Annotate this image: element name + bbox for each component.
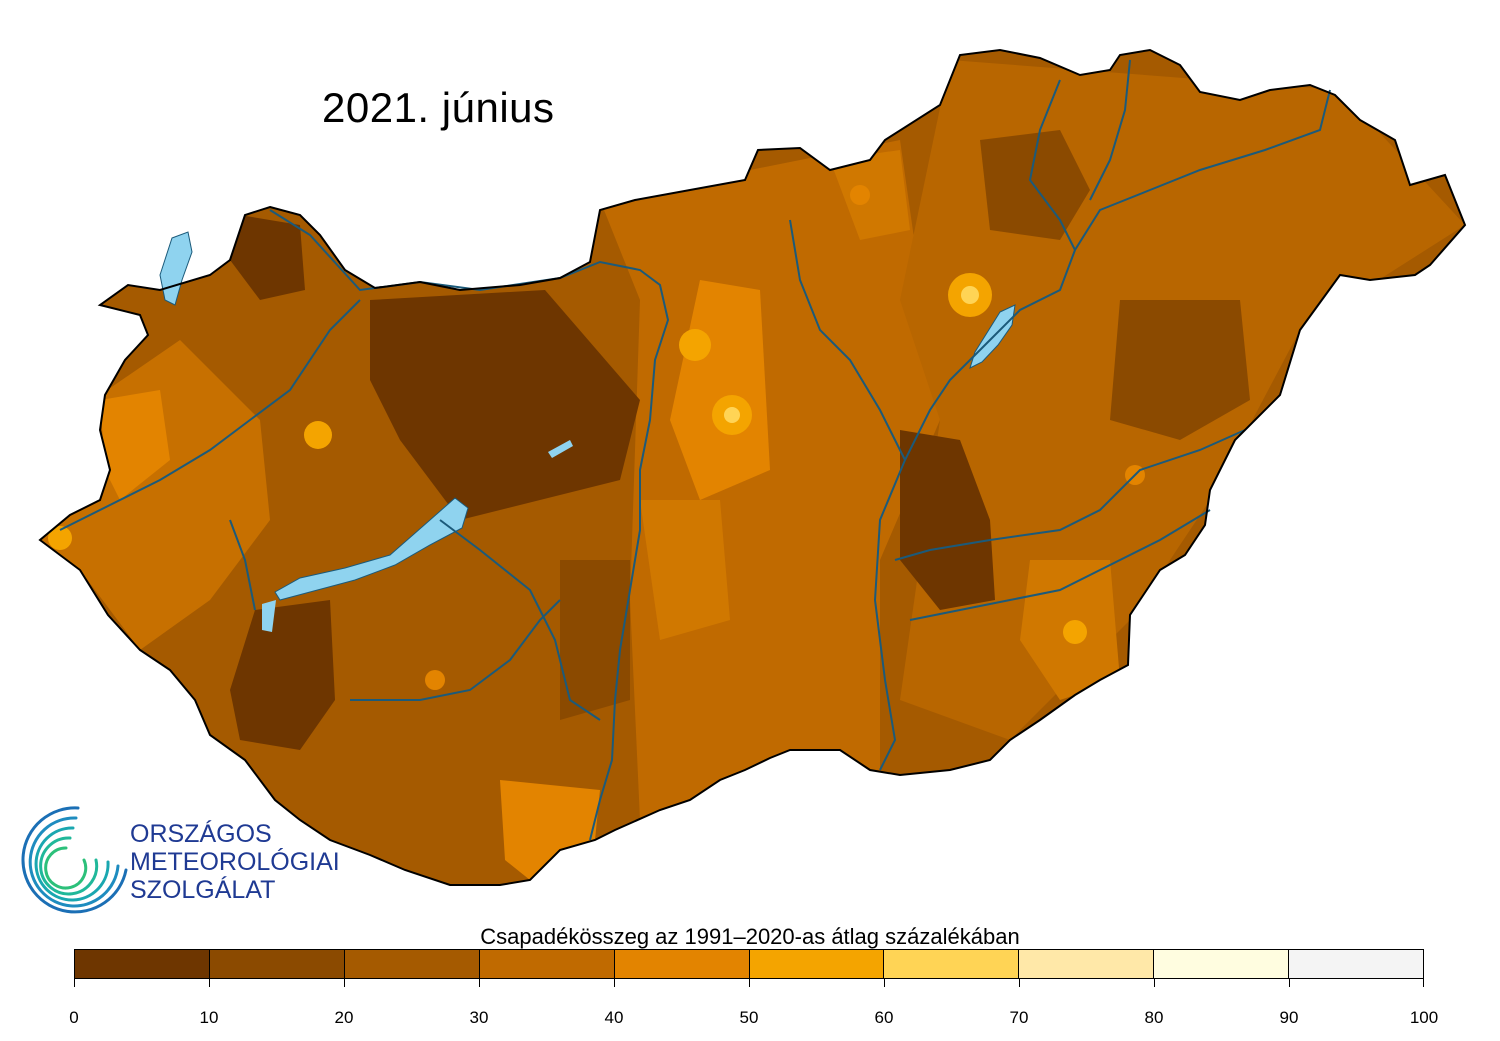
legend-tick-mark (749, 979, 750, 987)
logo-line-2: METEOROLÓGIAI (130, 848, 340, 876)
legend-swatch (748, 950, 884, 978)
legend-tick-label: 80 (1144, 1008, 1164, 1027)
legend-tick-mark (1289, 979, 1290, 987)
river-hernad (1089, 59, 1131, 201)
legend-color-bar (74, 949, 1424, 979)
logo-text: ORSZÁGOS METEOROLÓGIAI SZOLGÁLAT (130, 820, 340, 904)
logo-line-3: SZOLGÁLAT (130, 876, 276, 904)
legend-tick-label: 0 (69, 1008, 79, 1027)
legend-ticks (74, 979, 1424, 989)
lake-velence (548, 440, 573, 458)
river-zagyva (789, 219, 906, 461)
logo-line-1: ORSZÁGOS (130, 820, 272, 848)
river-koros (894, 429, 1246, 561)
legend-tick-mark (884, 979, 885, 987)
map-title: 2021. június (322, 84, 555, 131)
legend-swatch (883, 950, 1019, 978)
legend-tick-mark (74, 979, 75, 987)
rivers (59, 59, 1331, 841)
legend-swatch (208, 950, 344, 978)
legend-tick-label: 70 (1009, 1008, 1029, 1027)
river-sajo (1028, 79, 1076, 251)
legend-title: Csapadékösszeg az 1991–2020-as átlag szá… (480, 924, 1020, 949)
legend-tick-label: 90 (1279, 1008, 1299, 1027)
legend-tick-label: 50 (739, 1008, 759, 1027)
legend-tick-label: 100 (1409, 1008, 1439, 1027)
legend-tick-label: 20 (334, 1008, 354, 1027)
legend-tick-mark (344, 979, 345, 987)
river-raba (59, 299, 361, 531)
legend-tick-mark (479, 979, 480, 987)
legend-swatch (1153, 950, 1289, 978)
legend-swatch (75, 950, 209, 978)
legend-tick-mark (614, 979, 615, 987)
lakes (159, 231, 1016, 632)
legend-tick-mark (1423, 979, 1424, 987)
legend-tick-label: 60 (874, 1008, 894, 1027)
river-maros (909, 509, 1211, 621)
omsz-spiral-logo-icon (21, 806, 128, 914)
legend-swatch (343, 950, 479, 978)
legend-tick-mark (209, 979, 210, 987)
legend-tick-label: 10 (199, 1008, 219, 1027)
river-sio (439, 519, 601, 721)
river-kapos (350, 599, 561, 701)
legend-swatch (613, 950, 749, 978)
legend-tick-mark (1019, 979, 1020, 987)
river-tisza (873, 89, 1331, 771)
legend-swatch (1018, 950, 1154, 978)
legend-swatch (1288, 950, 1424, 978)
legend-tick-label: 40 (604, 1008, 624, 1027)
legend-swatch (478, 950, 614, 978)
lake-balaton (274, 497, 469, 601)
legend-tick-label: 30 (469, 1008, 489, 1027)
river-zala (229, 519, 256, 611)
legend-tick-mark (1154, 979, 1155, 987)
lake-kis-balaton (262, 600, 276, 632)
